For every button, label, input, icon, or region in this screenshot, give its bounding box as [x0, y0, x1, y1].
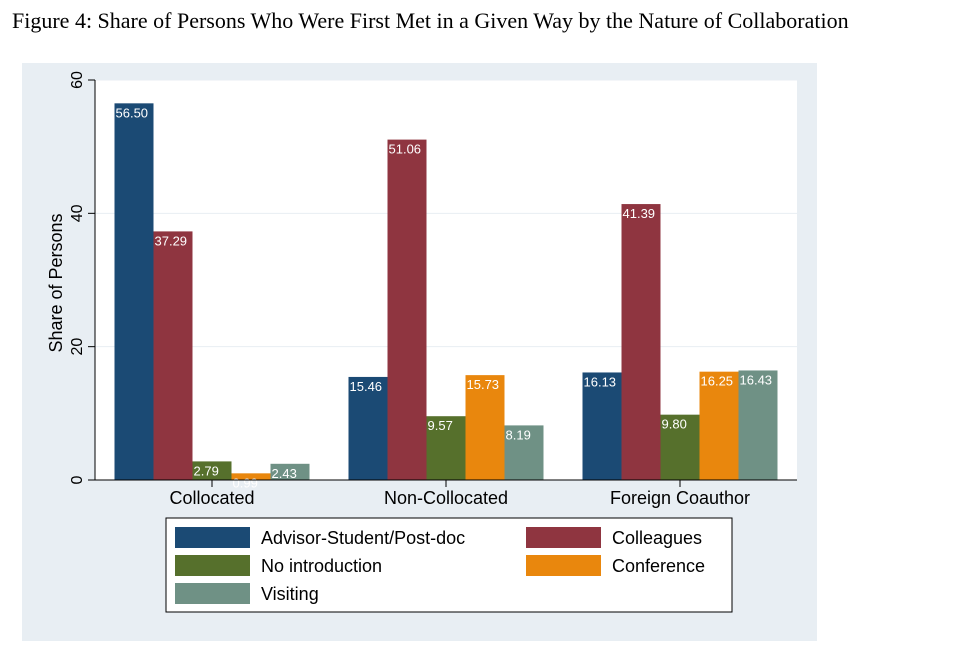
- bar-value-label: 37.29: [155, 233, 188, 248]
- legend-label: No introduction: [261, 556, 382, 576]
- x-tick-label: Collocated: [169, 488, 254, 508]
- bar-value-label: 16.13: [584, 374, 617, 389]
- bar: [582, 372, 622, 480]
- y-axis-label: Share of Persons: [46, 213, 66, 352]
- axes: 0 20 40 60 Collocated Non-Collocated Foreign C…: [69, 71, 750, 508]
- bar-value-label: 2.43: [272, 466, 297, 481]
- bar: [270, 463, 310, 480]
- legend-swatch: [175, 583, 250, 604]
- bar: [504, 425, 544, 480]
- legend-label: Advisor-Student/Post-doc: [261, 528, 465, 548]
- bar: [621, 204, 661, 481]
- bar-value-label: 41.39: [623, 206, 656, 221]
- bar: [387, 139, 427, 480]
- bar-value-label: 8.19: [506, 427, 531, 442]
- bar: [114, 103, 154, 480]
- bar-value-label: 15.73: [467, 377, 500, 392]
- bar: [192, 461, 232, 480]
- bar-value-label: 16.43: [740, 372, 773, 387]
- bar: [699, 371, 739, 480]
- data-labels: 56.50 37.29 2.79 0.99 2.43 15.46 51.06 9.57 15.7…: [116, 105, 773, 490]
- y-tick-label: 0: [69, 475, 86, 484]
- bar-value-label: 15.46: [350, 379, 383, 394]
- bar: [465, 375, 505, 480]
- y-tick-label: 20: [69, 338, 86, 356]
- x-tick-label: Foreign Coauthor: [610, 488, 750, 508]
- legend-swatch: [175, 555, 250, 576]
- legend-swatch: [526, 555, 601, 576]
- legend: Advisor-Student/Post-doc Colleagues No int…: [165, 517, 733, 613]
- y-tick-label: 40: [69, 204, 86, 222]
- bar-value-label: 0.99: [233, 475, 258, 490]
- legend-label: Colleagues: [612, 528, 702, 548]
- bar-value-label: 9.57: [428, 418, 453, 433]
- y-tick-label: 60: [69, 71, 86, 89]
- bar: [348, 376, 388, 480]
- bar: [231, 473, 271, 480]
- bar: [660, 414, 700, 480]
- bar-value-label: 51.06: [389, 142, 422, 157]
- bars: [114, 103, 778, 481]
- bar-value-label: 56.50: [116, 105, 149, 120]
- bar-value-label: 2.79: [194, 463, 219, 478]
- plot-area: [95, 80, 797, 480]
- legend-box: [165, 517, 733, 613]
- legend-swatch: [175, 527, 250, 548]
- bar-value-label: 16.25: [701, 374, 734, 389]
- bar: [426, 416, 466, 480]
- gridlines: [95, 79, 797, 348]
- legend-label: Visiting: [261, 584, 319, 604]
- figure-title: Figure 4: Share of Persons Who Were Firs…: [12, 8, 849, 33]
- bar: [738, 370, 778, 480]
- legend-swatch: [526, 527, 601, 548]
- bar-value-label: 9.80: [662, 417, 687, 432]
- bar: [153, 231, 193, 480]
- x-tick-label: Non-Collocated: [384, 488, 508, 508]
- legend-label: Conference: [612, 556, 705, 576]
